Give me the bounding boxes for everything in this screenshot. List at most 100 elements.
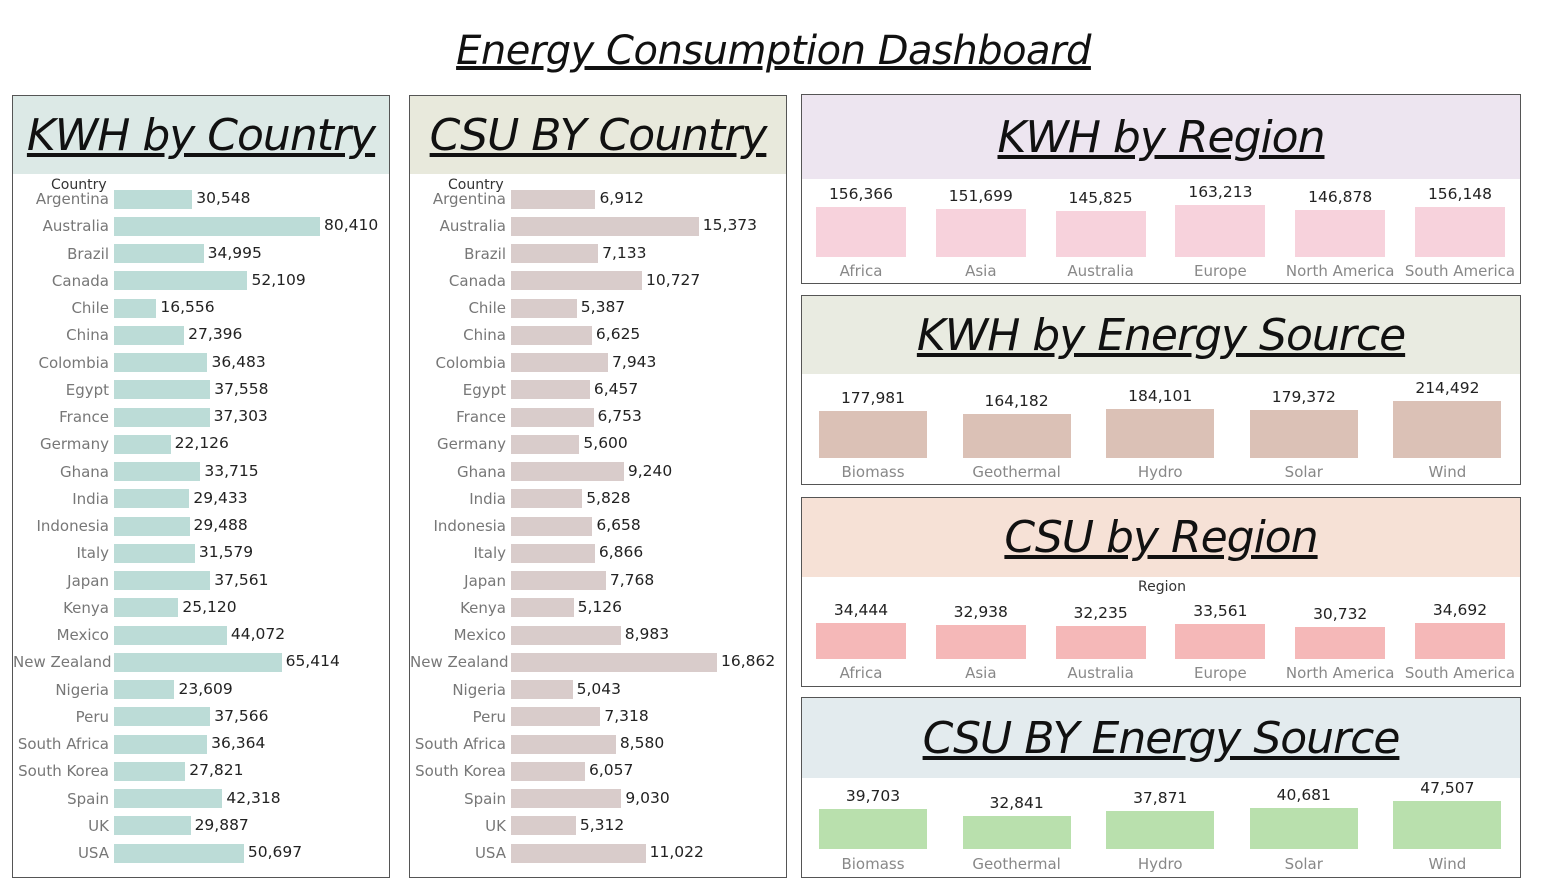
csu-by-country-axis-header: Country	[448, 177, 504, 193]
csu-country-category-label: South Korea	[415, 762, 506, 781]
csu-country-category-label: Ghana	[456, 462, 506, 481]
kwh-source-category-label: Solar	[1284, 463, 1323, 481]
kwh-country-category-label: South Africa	[17, 735, 109, 753]
csu-country-bar	[511, 652, 717, 672]
kwh-country-category-label: Mexico	[56, 626, 109, 644]
csu-country-bar	[511, 571, 606, 590]
kwh-source-value-label: 164,182	[984, 392, 1049, 411]
csu-country-category-label: Germany	[437, 435, 506, 454]
csu-by-region-axis-header: Region	[1138, 579, 1186, 595]
kwh-by-country-header: KWH by Country	[13, 96, 389, 174]
kwh-country-value-label: 30,548	[196, 189, 251, 207]
kwh-by-region-title: KWH by Region	[997, 111, 1326, 163]
csu-country-category-label: Kenya	[460, 598, 506, 617]
kwh-country-bar	[114, 434, 171, 454]
csu-country-value-label: 7,133	[602, 243, 647, 262]
csu-by-energy-source-panel: CSU BY Energy Source 39,703 Biomass 32,841…	[801, 697, 1521, 878]
csu-country-bar	[511, 543, 595, 563]
csu-by-country-header: CSU BY Country	[410, 96, 786, 174]
csu-region-value-label: 30,732	[1313, 605, 1368, 624]
csu-country-bar	[511, 598, 574, 618]
csu-source-category-label: Geothermal	[972, 855, 1061, 873]
csu-country-category-label: Indonesia	[433, 517, 506, 535]
kwh-region-bar	[1295, 210, 1386, 257]
kwh-country-bar	[114, 816, 191, 836]
csu-country-bar	[511, 761, 585, 781]
kwh-source-bar	[962, 414, 1071, 458]
kwh-country-bar	[114, 244, 204, 263]
csu-country-value-label: 5,043	[576, 679, 621, 698]
csu-country-category-label: Egypt	[462, 380, 506, 399]
csu-country-bar	[511, 816, 576, 836]
kwh-country-bar	[114, 571, 211, 590]
csu-region-value-label: 33,561	[1193, 602, 1248, 621]
kwh-country-value-label: 27,821	[189, 761, 244, 780]
kwh-country-category-label: USA	[77, 844, 109, 862]
kwh-country-value-label: 50,697	[247, 843, 303, 861]
kwh-country-bar	[114, 271, 248, 291]
kwh-country-category-label: Colombia	[38, 353, 110, 372]
csu-country-value-label: 8,580	[619, 734, 665, 752]
csu-region-bar	[1295, 627, 1386, 659]
csu-country-value-label: 6,753	[597, 407, 642, 425]
kwh-country-value-label: 37,558	[214, 379, 269, 398]
kwh-country-category-label: Italy	[76, 544, 109, 563]
kwh-country-category-label: South Korea	[18, 762, 109, 781]
csu-country-bar	[511, 353, 609, 372]
csu-source-category-label: Solar	[1284, 855, 1323, 873]
csu-region-category-label: North America	[1285, 664, 1395, 682]
kwh-country-category-label: Spain	[67, 789, 109, 808]
csu-country-value-label: 6,912	[599, 189, 644, 207]
kwh-country-bar	[114, 843, 244, 863]
csu-by-region-panel: CSU by Region Region 34,444 Africa 32,938 A…	[801, 497, 1521, 687]
csu-country-bar	[511, 325, 592, 345]
csu-source-value-label: 40,681	[1276, 785, 1331, 804]
csu-country-value-label: 6,658	[596, 516, 641, 534]
csu-country-category-label: UK	[485, 816, 506, 835]
kwh-country-bar	[114, 489, 190, 509]
kwh-country-bar	[114, 761, 186, 781]
kwh-by-country-panel: KWH by Country Country Argentina 30,548 Au…	[12, 95, 390, 878]
kwh-source-bar	[1249, 410, 1358, 458]
kwh-country-bar	[114, 543, 195, 563]
kwh-country-bar	[114, 298, 157, 318]
kwh-country-bar	[114, 598, 179, 618]
kwh-country-category-label: Kenya	[63, 598, 109, 617]
csu-country-category-label: Peru	[472, 707, 506, 726]
kwh-country-value-label: 31,579	[198, 543, 254, 562]
kwh-region-bar	[816, 207, 906, 257]
csu-country-bar	[511, 680, 573, 699]
csu-country-category-label: France	[456, 408, 506, 426]
csu-country-category-label: Mexico	[453, 626, 506, 644]
csu-country-value-label: 6,625	[595, 325, 641, 344]
csu-region-bar	[1415, 623, 1505, 659]
csu-country-bar	[511, 734, 616, 754]
csu-country-value-label: 6,057	[588, 761, 634, 780]
kwh-by-energy-source-panel: KWH by Energy Source 177,981 Biomass 164,1…	[801, 295, 1521, 485]
kwh-region-value-label: 146,878	[1308, 188, 1373, 207]
kwh-region-category-label: Asia	[965, 262, 997, 280]
kwh-country-bar	[114, 380, 211, 400]
csu-country-bar	[511, 407, 594, 427]
kwh-source-category-label: Hydro	[1137, 463, 1183, 481]
csu-country-category-label: Argentina	[432, 190, 506, 208]
kwh-country-bar	[114, 325, 185, 345]
csu-country-category-label: USA	[474, 844, 506, 862]
kwh-region-category-label: North America	[1285, 262, 1395, 280]
csu-by-country-panel: CSU BY Country Country Argentina 6,912 Aus…	[409, 95, 787, 878]
csu-region-value-label: 32,938	[953, 602, 1008, 621]
kwh-country-category-label: UK	[88, 816, 109, 835]
csu-country-value-label: 7,768	[609, 570, 655, 589]
csu-country-category-label: Italy	[473, 544, 506, 563]
csu-source-category-label: Hydro	[1137, 855, 1183, 873]
kwh-country-value-label: 65,414	[285, 652, 340, 671]
csu-source-bar	[1106, 810, 1215, 849]
kwh-region-bar	[1175, 205, 1266, 257]
kwh-country-category-label: Peru	[75, 707, 109, 726]
kwh-country-value-label: 16,556	[160, 298, 215, 316]
kwh-country-value-label: 29,488	[193, 516, 248, 534]
csu-country-value-label: 10,727	[646, 270, 701, 289]
csu-by-region-title: CSU by Region	[1004, 512, 1318, 563]
kwh-source-value-label: 214,492	[1415, 379, 1480, 397]
csu-region-bar	[816, 623, 906, 659]
